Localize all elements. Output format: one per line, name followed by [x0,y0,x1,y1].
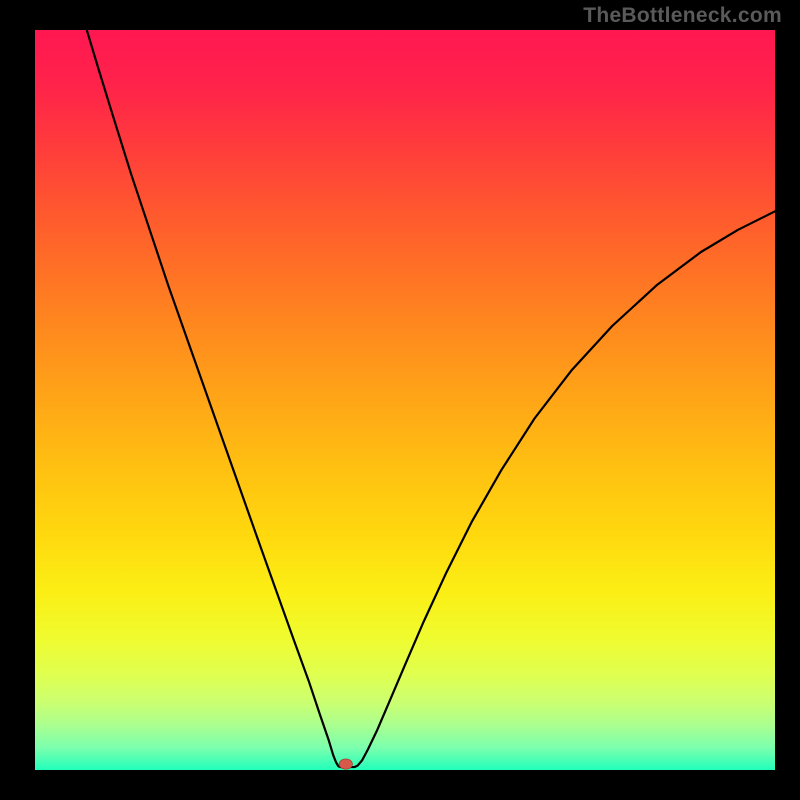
chart-plot-area [35,30,775,775]
watermark-text: TheBottleneck.com [583,4,782,28]
bottleneck-curve [87,30,775,767]
min-marker [339,759,352,769]
curve-overlay [35,30,775,770]
